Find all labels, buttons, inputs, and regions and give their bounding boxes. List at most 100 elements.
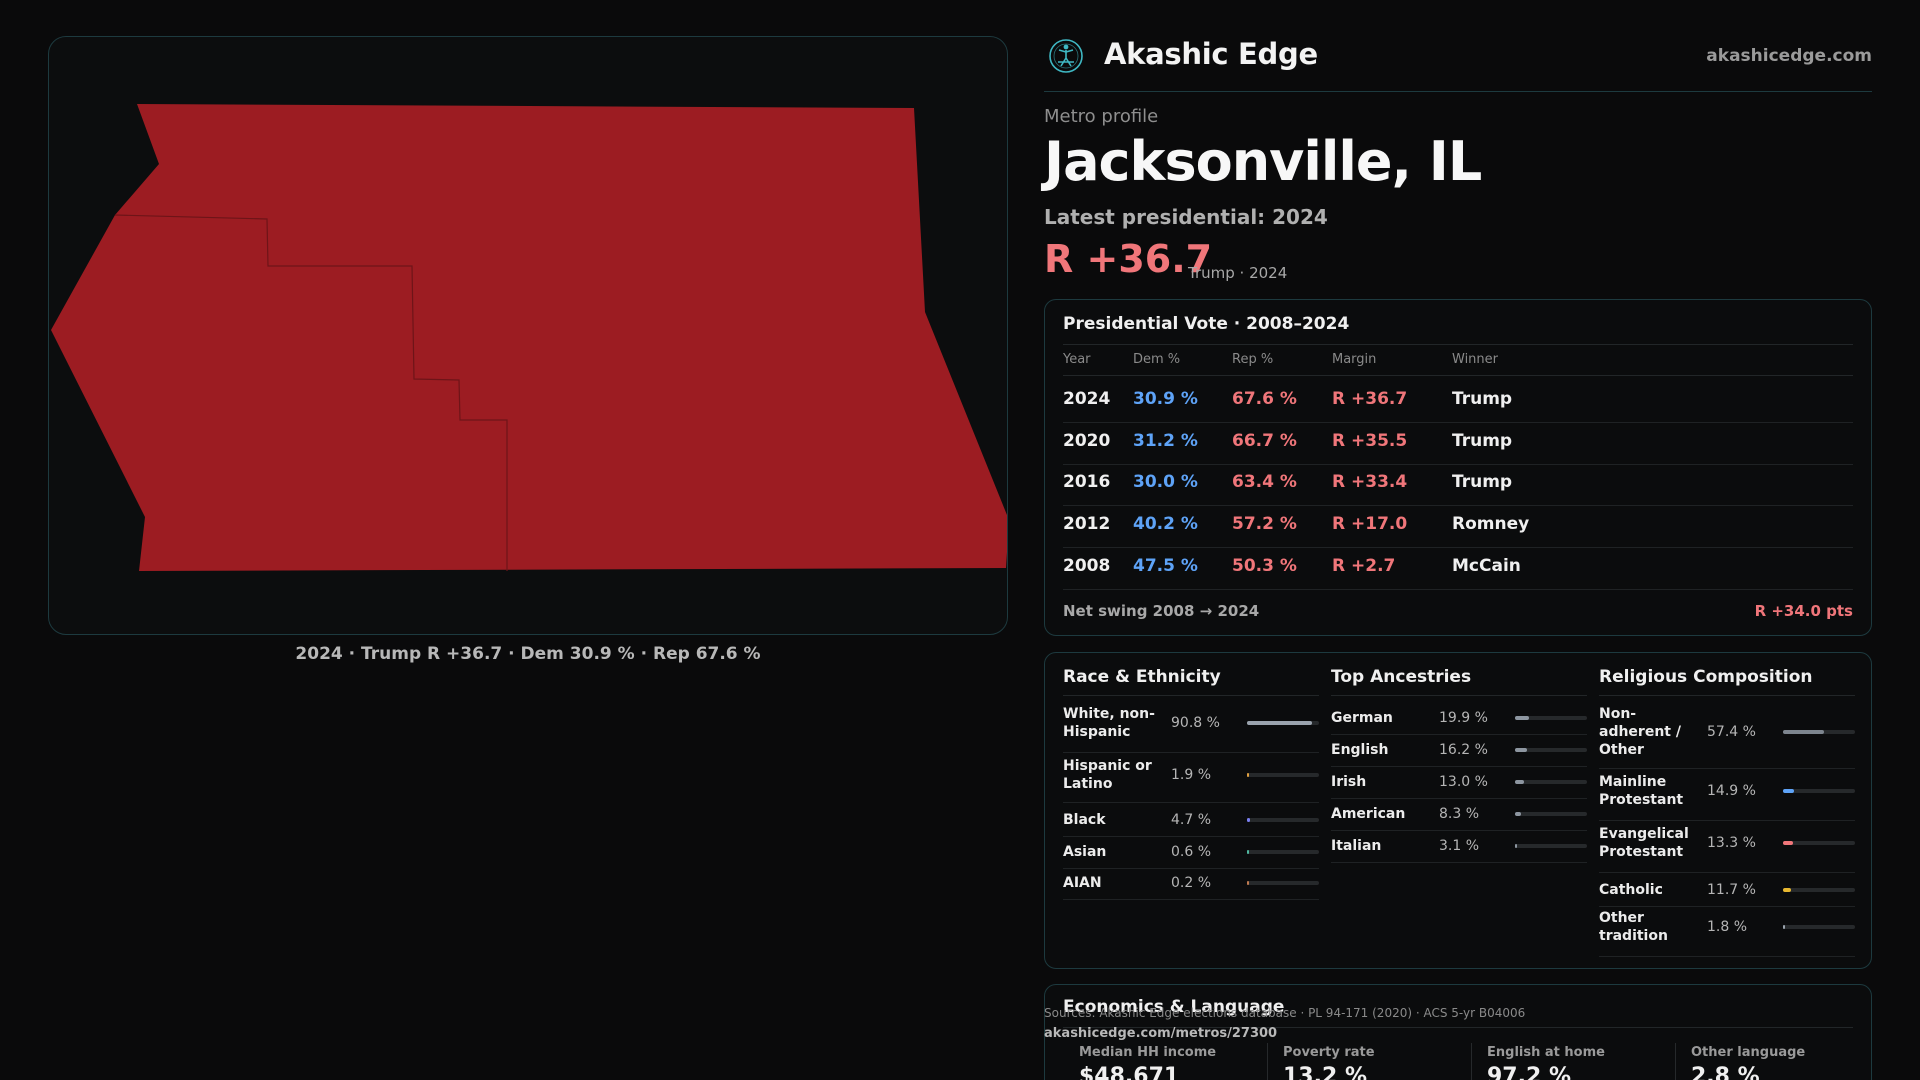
col-header-dem: Dem %: [1133, 352, 1181, 367]
ancestry-value: 8.3 %: [1439, 806, 1480, 822]
race-value: 4.7 %: [1171, 812, 1212, 828]
religion-bar-track: [1783, 925, 1855, 929]
county-map-svg: [51, 104, 1008, 571]
race-row[interactable]: White, non-Hispanic 90.8 %: [1063, 705, 1319, 753]
table-row[interactable]: 2008 47.5 % 50.3 % R +2.7 McCain: [1063, 548, 1853, 590]
latest-presidential-label: Latest presidential: 2024: [1044, 205, 1328, 229]
demographics-card: Race & Ethnicity White, non-Hispanic 90.…: [1044, 652, 1872, 969]
religion-label: Non-adherent / Other: [1599, 706, 1681, 758]
col-header-year: Year: [1063, 352, 1091, 367]
net-swing-label: Net swing 2008 → 2024: [1063, 602, 1260, 620]
ancestry-bar: [1515, 812, 1521, 816]
col-header-margin: Margin: [1332, 352, 1377, 367]
race-bar: [1247, 773, 1249, 777]
religion-row[interactable]: Mainline Protestant 14.9 %: [1599, 773, 1855, 821]
race-bar-track: [1247, 721, 1319, 725]
county-boundary: [114, 214, 508, 571]
cell-dem: 31.2 %: [1133, 431, 1198, 451]
ancestry-bar-track: [1515, 812, 1587, 816]
ancestry-row[interactable]: Italian 3.1 %: [1331, 833, 1587, 863]
race-value: 0.6 %: [1171, 844, 1212, 860]
cell-rep: 63.4 %: [1232, 472, 1297, 492]
page-title: Jacksonville, IL: [1044, 130, 1482, 193]
cell-year: 2016: [1063, 472, 1111, 492]
cell-dem: 47.5 %: [1133, 556, 1198, 576]
table-row[interactable]: 2020 31.2 % 66.7 % R +35.5 Trump: [1063, 423, 1853, 465]
akashic-emblem-icon[interactable]: [1048, 38, 1084, 74]
table-row[interactable]: 2024 30.9 % 67.6 % R +36.7 Trump: [1063, 381, 1853, 423]
race-row[interactable]: Black 4.7 %: [1063, 807, 1319, 837]
race-bar: [1247, 881, 1249, 885]
race-label: AIAN: [1063, 875, 1102, 891]
religion-row[interactable]: Other tradition 1.8 %: [1599, 909, 1855, 957]
divider: [1331, 695, 1587, 696]
metric-value: 2.8 %: [1691, 1064, 1760, 1080]
cell-dem: 40.2 %: [1133, 514, 1198, 534]
ancestry-bar-track: [1515, 748, 1587, 752]
presidential-vote-card: Presidential Vote · 2008–2024 Year Dem %…: [1044, 299, 1872, 636]
metric-value: $48,671: [1079, 1064, 1180, 1080]
metric-label: English at home: [1487, 1045, 1605, 1060]
religion-bar-track: [1783, 888, 1855, 892]
race-row[interactable]: AIAN 0.2 %: [1063, 870, 1319, 900]
ancestry-bar-track: [1515, 780, 1587, 784]
race-bar: [1247, 721, 1313, 725]
county-shape-morgan[interactable]: [51, 104, 1008, 571]
race-bar-track: [1247, 850, 1319, 854]
economics-language-card: Economics & Language Median HH income $4…: [1044, 984, 1872, 1080]
brand-url-link[interactable]: akashicedge.com: [1706, 46, 1872, 66]
cell-winner: Trump: [1452, 431, 1513, 451]
ancestry-label: German: [1331, 710, 1393, 726]
table-row[interactable]: 2012 40.2 % 57.2 % R +17.0 Romney: [1063, 506, 1853, 548]
ancestry-bar-track: [1515, 716, 1587, 720]
race-bar-track: [1247, 881, 1319, 885]
divider: [1063, 695, 1319, 696]
religion-value: 11.7 %: [1707, 882, 1756, 898]
ancestry-bar-track: [1515, 844, 1587, 848]
ancestry-row[interactable]: German 19.9 %: [1331, 705, 1587, 735]
ancestry-bar: [1515, 780, 1525, 784]
divider: [1267, 1043, 1268, 1080]
col-header-rep: Rep %: [1232, 352, 1274, 367]
ancestry-label: American: [1331, 806, 1406, 822]
religion-row[interactable]: Evangelical Protestant 13.3 %: [1599, 825, 1855, 873]
headline-margin-winner: Trump · 2024: [1188, 264, 1288, 282]
table-row[interactable]: 2016 30.0 % 63.4 % R +33.4 Trump: [1063, 464, 1853, 506]
divider: [1471, 1043, 1472, 1080]
race-row[interactable]: Asian 0.6 %: [1063, 839, 1319, 869]
religion-value: 57.4 %: [1707, 724, 1756, 740]
cell-winner: Romney: [1452, 514, 1530, 534]
permalink[interactable]: akashicedge.com/metros/27300: [1044, 1026, 1278, 1041]
ancestry-row[interactable]: American 8.3 %: [1331, 801, 1587, 831]
metric-label: Median HH income: [1079, 1045, 1217, 1060]
brand-name[interactable]: Akashic Edge: [1104, 37, 1318, 71]
ancestry-label: English: [1331, 742, 1389, 758]
cell-margin: R +17.0: [1332, 514, 1408, 534]
ancestry-bar: [1515, 716, 1530, 720]
religion-bar: [1783, 789, 1794, 793]
cell-winner: Trump: [1452, 389, 1513, 409]
cell-margin: R +36.7: [1332, 389, 1408, 409]
religion-label: Other tradition: [1599, 910, 1668, 944]
divider: [1599, 695, 1855, 696]
cell-dem: 30.0 %: [1133, 472, 1198, 492]
cell-margin: R +35.5: [1332, 431, 1408, 451]
religion-row[interactable]: Non-adherent / Other 57.4 %: [1599, 705, 1855, 769]
cell-margin: R +2.7: [1332, 556, 1396, 576]
religion-bar-track: [1783, 789, 1855, 793]
religion-label: Catholic: [1599, 882, 1663, 898]
cell-winner: McCain: [1452, 556, 1521, 576]
race-label: Black: [1063, 812, 1106, 828]
divider: [1063, 344, 1853, 345]
religion-row[interactable]: Catholic 11.7 %: [1599, 877, 1855, 907]
ancestry-bar: [1515, 748, 1527, 752]
ancestry-row[interactable]: English 16.2 %: [1331, 737, 1587, 767]
metro-map[interactable]: [48, 36, 1008, 635]
religion-value: 1.8 %: [1707, 919, 1748, 935]
ancestry-row[interactable]: Irish 13.0 %: [1331, 769, 1587, 799]
cell-rep: 66.7 %: [1232, 431, 1297, 451]
religion-value: 13.3 %: [1707, 835, 1756, 851]
race-bar: [1247, 818, 1251, 822]
cell-year: 2020: [1063, 431, 1111, 451]
race-row[interactable]: Hispanic or Latino 1.9 %: [1063, 757, 1319, 803]
